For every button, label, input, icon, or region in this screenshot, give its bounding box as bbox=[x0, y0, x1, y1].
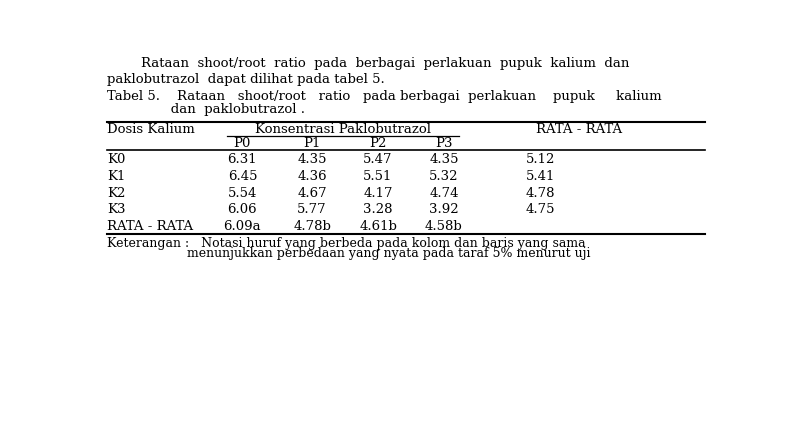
Text: 6.45: 6.45 bbox=[227, 170, 257, 183]
Text: 5.77: 5.77 bbox=[297, 204, 327, 216]
Text: Dosis Kalium: Dosis Kalium bbox=[107, 124, 195, 136]
Text: K2: K2 bbox=[107, 187, 125, 200]
Text: 5.51: 5.51 bbox=[364, 170, 393, 183]
Text: 4.36: 4.36 bbox=[297, 170, 327, 183]
Text: 4.78b: 4.78b bbox=[293, 220, 331, 233]
Text: 4.75: 4.75 bbox=[526, 204, 555, 216]
Text: Tabel 5.    Rataan   shoot/root   ratio   pada berbagai  perlakuan    pupuk     : Tabel 5. Rataan shoot/root ratio pada be… bbox=[107, 89, 661, 102]
Text: RATA - RATA: RATA - RATA bbox=[107, 220, 193, 233]
Text: 5.47: 5.47 bbox=[364, 153, 393, 166]
Text: 4.17: 4.17 bbox=[364, 187, 393, 200]
Text: paklobutrazol  dapat dilihat pada tabel 5.: paklobutrazol dapat dilihat pada tabel 5… bbox=[107, 73, 384, 85]
Text: Keterangan :   Notasi huruf yang berbeda pada kolom dan baris yang sama: Keterangan : Notasi huruf yang berbeda p… bbox=[107, 237, 585, 250]
Text: P3: P3 bbox=[435, 137, 452, 150]
Text: 4.74: 4.74 bbox=[429, 187, 459, 200]
Text: RATA - RATA: RATA - RATA bbox=[536, 124, 623, 136]
Text: 6.09a: 6.09a bbox=[223, 220, 261, 233]
Text: dan  paklobutrazol .: dan paklobutrazol . bbox=[107, 103, 305, 117]
Text: menunjukkan perbedaan yang nyata pada taraf 5% menurut uji: menunjukkan perbedaan yang nyata pada ta… bbox=[107, 247, 590, 260]
Text: P0: P0 bbox=[234, 137, 251, 150]
Text: P2: P2 bbox=[369, 137, 386, 150]
Text: 5.12: 5.12 bbox=[526, 153, 555, 166]
Text: Konsentrasi Paklobutrazol: Konsentrasi Paklobutrazol bbox=[255, 124, 431, 136]
Text: 4.58b: 4.58b bbox=[425, 220, 463, 233]
Text: 3.28: 3.28 bbox=[364, 204, 393, 216]
Text: 5.32: 5.32 bbox=[429, 170, 459, 183]
Text: P1: P1 bbox=[303, 137, 321, 150]
Text: 3.92: 3.92 bbox=[429, 204, 459, 216]
Text: Rataan  shoot/root  ratio  pada  berbagai  perlakuan  pupuk  kalium  dan: Rataan shoot/root ratio pada berbagai pe… bbox=[107, 57, 629, 70]
Text: 4.35: 4.35 bbox=[297, 153, 327, 166]
Text: 4.78: 4.78 bbox=[526, 187, 555, 200]
Text: 6.06: 6.06 bbox=[227, 204, 257, 216]
Text: 4.61b: 4.61b bbox=[359, 220, 397, 233]
Text: 4.35: 4.35 bbox=[429, 153, 459, 166]
Text: K1: K1 bbox=[107, 170, 125, 183]
Text: 5.41: 5.41 bbox=[526, 170, 555, 183]
Text: 4.67: 4.67 bbox=[297, 187, 327, 200]
Text: K3: K3 bbox=[107, 204, 125, 216]
Text: K0: K0 bbox=[107, 153, 125, 166]
Text: 6.31: 6.31 bbox=[227, 153, 257, 166]
Text: 5.54: 5.54 bbox=[227, 187, 257, 200]
